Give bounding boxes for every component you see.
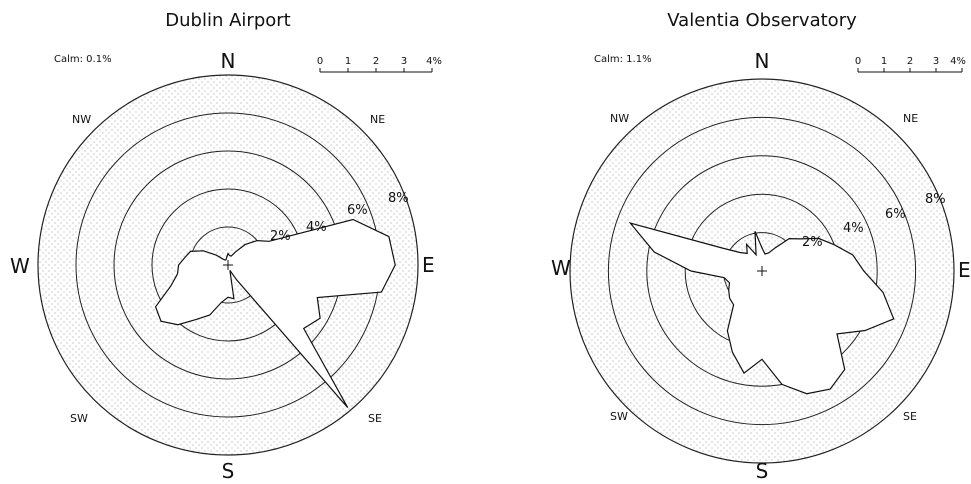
ring-8pct xyxy=(607,116,917,426)
chart-dublin: Dublin Airport Calm: 0.1% 2% 4% 6% 8% N … xyxy=(10,10,442,483)
center-marker xyxy=(757,266,767,276)
rose-polygon xyxy=(628,222,895,395)
direction-label-e: E xyxy=(958,258,971,282)
direction-label-s: S xyxy=(756,459,769,483)
direction-label-sw: SW xyxy=(610,410,628,423)
scale-tick: 4% xyxy=(950,56,966,67)
ring-label-2: 2% xyxy=(270,229,291,244)
scale-tick: 0 xyxy=(317,56,323,67)
direction-label-se: SE xyxy=(903,410,917,423)
ring-label-6: 6% xyxy=(347,203,368,218)
scale-tick: 0 xyxy=(855,56,861,67)
ring-label-6: 6% xyxy=(885,207,906,222)
calm-label: Calm: 1.1% xyxy=(594,54,652,65)
chart-title: Valentia Observatory xyxy=(667,10,857,31)
direction-label-nw: NW xyxy=(72,113,91,126)
chart-valentia: Valentia Observatory Calm: 1.1% 2% 4% 6%… xyxy=(551,10,971,483)
scale-bar: 0 1 2 3 4% xyxy=(317,56,442,73)
direction-label-e: E xyxy=(422,253,435,277)
scale-tick: 3 xyxy=(401,56,407,67)
scale-tick: 4% xyxy=(426,56,442,67)
direction-label-n: N xyxy=(221,49,236,73)
direction-label-n: N xyxy=(755,49,770,73)
scale-tick: 1 xyxy=(881,56,887,67)
direction-label-nw: NW xyxy=(610,112,629,125)
center-marker xyxy=(223,260,233,270)
chart-title: Dublin Airport xyxy=(165,10,290,31)
direction-label-ne: NE xyxy=(903,112,918,125)
direction-label-sw: SW xyxy=(70,412,88,425)
ring-label-4: 4% xyxy=(843,221,864,236)
ring-label-8: 8% xyxy=(925,192,946,207)
scale-tick: 1 xyxy=(345,56,351,67)
rose-polygon xyxy=(154,218,396,408)
direction-label-s: S xyxy=(222,459,235,483)
scale-tick: 2 xyxy=(907,56,913,67)
ring-label-4: 4% xyxy=(306,220,327,235)
ring-label-8: 8% xyxy=(388,191,409,206)
scale-tick: 3 xyxy=(933,56,939,67)
scale-bar: 0 1 2 3 4% xyxy=(855,56,966,73)
ring-6pct xyxy=(646,155,878,387)
direction-label-w: W xyxy=(551,256,571,280)
direction-label-w: W xyxy=(10,254,30,278)
ring-label-2: 2% xyxy=(802,235,823,250)
scale-tick: 2 xyxy=(373,56,379,67)
calm-label: Calm: 0.1% xyxy=(54,54,112,65)
direction-label-ne: NE xyxy=(370,113,385,126)
direction-label-se: SE xyxy=(368,412,382,425)
